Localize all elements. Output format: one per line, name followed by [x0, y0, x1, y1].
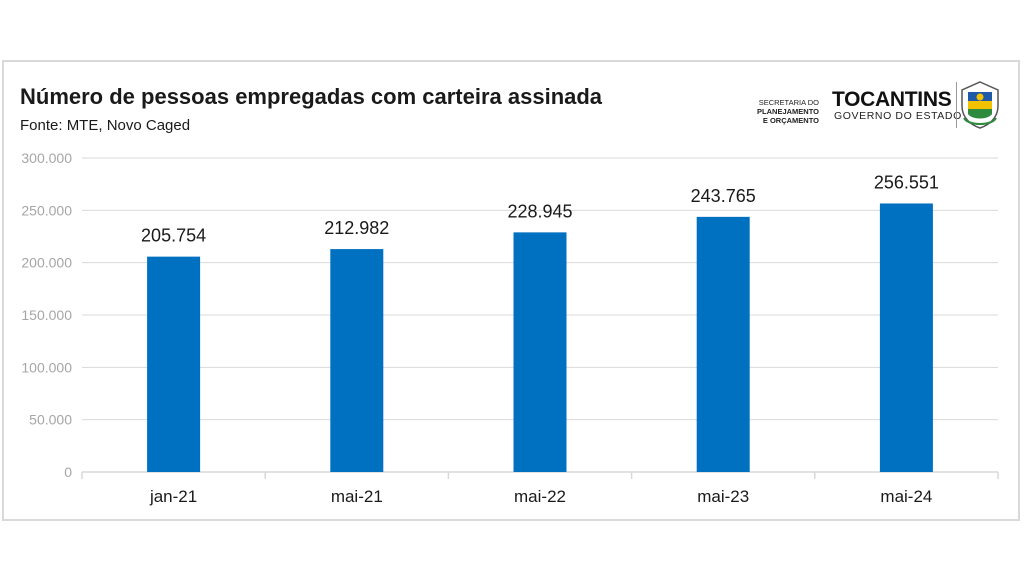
y-tick-label: 200.000	[21, 255, 72, 271]
bar	[330, 249, 384, 472]
governo-tagline: GOVERNO DO ESTADO	[834, 110, 962, 122]
secretaria-name-line2: E ORÇAMENTO	[762, 116, 819, 125]
x-tick-label: mai-22	[514, 487, 566, 506]
y-tick-label: 100.000	[21, 359, 72, 375]
bar-value-label: 212.982	[324, 218, 389, 238]
y-tick-label: 0	[64, 464, 72, 480]
bar	[513, 232, 567, 472]
y-tick-label: 300.000	[21, 150, 72, 166]
y-tick-label: 150.000	[21, 307, 72, 323]
x-tick-label: mai-23	[697, 487, 749, 506]
logo-divider	[956, 82, 957, 128]
y-tick-label: 250.000	[21, 202, 72, 218]
x-tick-label: mai-24	[880, 487, 932, 506]
secretaria-name-line1: PLANEJAMENTO	[757, 107, 819, 116]
chart-source: Fonte: MTE, Novo Caged	[20, 117, 191, 134]
bar	[879, 203, 933, 472]
bar-value-label: 243.765	[691, 186, 756, 206]
bar-value-label: 228.945	[507, 201, 572, 221]
y-tick-label: 50.000	[29, 412, 72, 428]
bar-value-label: 256.551	[874, 172, 939, 192]
x-tick-label: jan-21	[149, 487, 197, 506]
x-tick-label: mai-21	[331, 487, 383, 506]
secretaria-logo-text: SECRETARIA DO PLANEJAMENTO E ORÇAMENTO	[699, 98, 819, 125]
bar	[696, 216, 750, 472]
chart-title: Número de pessoas empregadas com carteir…	[20, 84, 603, 109]
bar	[147, 256, 201, 472]
tocantins-wordmark: TOCANTINS	[832, 88, 952, 111]
secretaria-prefix: SECRETARIA DO	[758, 98, 819, 107]
state-coat-of-arms-icon	[958, 80, 1002, 135]
bar-value-label: 205.754	[141, 226, 206, 246]
